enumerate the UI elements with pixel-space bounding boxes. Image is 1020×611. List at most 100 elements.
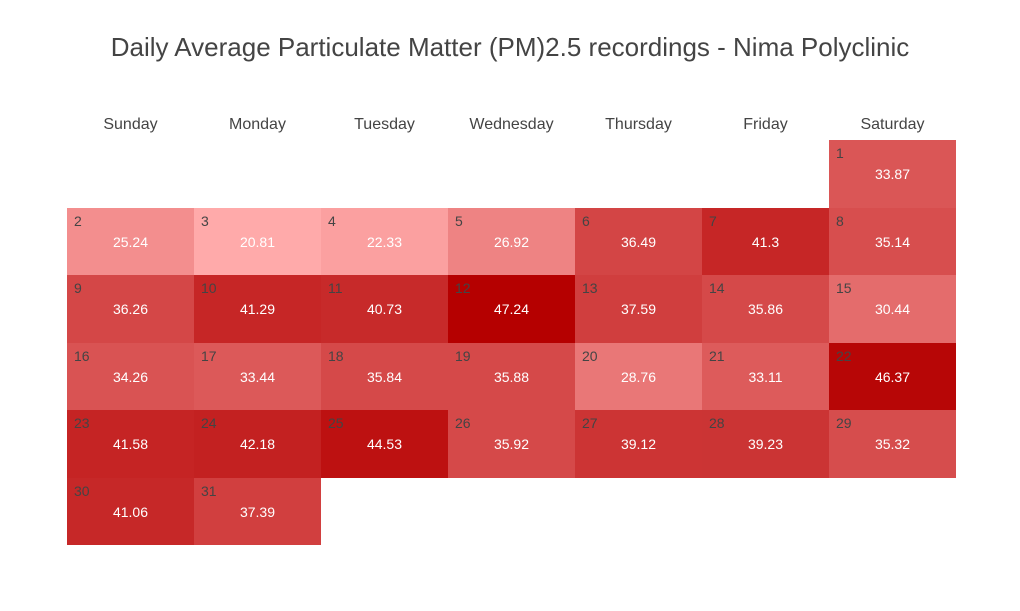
weekday-label-tuesday: Tuesday [354, 116, 415, 133]
heatmap-cell: 18 35.84 [321, 342, 448, 410]
cell-value-label: 41.29 [239, 301, 276, 317]
cell-value-label: 39.12 [620, 436, 657, 452]
heatmap-cell: 9 36.26 [67, 275, 194, 343]
chart-title: Daily Average Particulate Matter (PM)2.5… [110, 32, 910, 62]
heatmap-cell: 13 37.59 [575, 275, 702, 343]
cell-value-label: 30.44 [874, 301, 911, 317]
cell-day-number: 20 [582, 347, 598, 364]
heatmap-cell: 17 33.44 [194, 342, 321, 410]
heatmap-cell: 1 33.87 [829, 140, 956, 208]
cell-day-number: 4 [328, 212, 336, 229]
heatmap-cell: 25 44.53 [321, 410, 448, 478]
heatmap-cell: 4 22.33 [321, 207, 448, 275]
heatmap-cell: 10 41.29 [194, 275, 321, 343]
cell-day-number: 10 [201, 280, 217, 296]
heatmap-cell: 12 47.24 [448, 275, 575, 343]
cell-day-number: 7 [709, 212, 717, 229]
cell-value-label: 33.11 [748, 368, 783, 385]
cell-value-label: 47.24 [493, 301, 530, 317]
heatmap-cell: 5 26.92 [448, 207, 575, 275]
cell-value-label: 25.24 [112, 233, 149, 250]
cell-day-number: 13 [582, 280, 598, 296]
cell-value-label: 22.33 [366, 233, 403, 250]
heatmap-cell: 21 33.11 [702, 342, 829, 410]
cell-day-number: 5 [455, 212, 463, 229]
cell-day-number: 28 [709, 415, 725, 431]
cell-value-label: 46.37 [874, 368, 911, 385]
cell-day-number: 31 [201, 482, 217, 499]
cell-day-number: 25 [328, 415, 344, 431]
weekday-label-sunday: Sunday [103, 116, 158, 133]
cell-value-label: 35.86 [747, 301, 784, 317]
heatmap-cell: 6 36.49 [575, 207, 702, 275]
cell-value-label: 26.92 [493, 233, 530, 250]
heatmap-cell: 16 34.26 [67, 342, 194, 410]
cell-day-number: 11 [328, 280, 343, 296]
cell-value-label: 39.23 [747, 436, 784, 452]
cell-value-label: 40.73 [366, 301, 403, 317]
cell-day-number: 2 [74, 212, 82, 229]
cell-value-label: 41.06 [112, 503, 149, 520]
cell-day-number: 12 [455, 280, 471, 296]
cell-value-label: 33.44 [239, 368, 276, 385]
heatmap-cell: 27 39.12 [575, 410, 702, 478]
heatmap-cell: 28 39.23 [702, 410, 829, 478]
cell-value-label: 35.84 [366, 368, 403, 385]
cell-value-label: 28.76 [620, 368, 657, 385]
cell-day-number: 27 [582, 415, 598, 431]
cell-day-number: 30 [74, 482, 90, 499]
cell-day-number: 22 [836, 347, 852, 364]
heatmap-cell: 24 42.18 [194, 410, 321, 478]
heatmap-cell: 30 41.06 [67, 477, 194, 545]
cell-day-number: 3 [201, 212, 209, 229]
cell-value-label: 35.92 [493, 436, 530, 452]
heatmap-cell: 20 28.76 [575, 342, 702, 410]
heatmap-cell: 19 35.88 [448, 342, 575, 410]
cell-value-label: 41.58 [112, 436, 149, 452]
heatmap-cell: 2 25.24 [67, 207, 194, 275]
weekday-label-monday: Monday [229, 116, 286, 133]
cell-value-label: 20.81 [239, 233, 276, 250]
cell-day-number: 26 [455, 415, 471, 431]
cell-value-label: 34.26 [112, 368, 149, 385]
cell-day-number: 8 [836, 212, 844, 229]
cell-day-number: 14 [709, 280, 725, 296]
heatmap-cell: 22 46.37 [829, 342, 956, 410]
cell-value-label: 35.88 [493, 368, 530, 385]
cell-day-number: 1 [836, 145, 844, 161]
cell-day-number: 9 [74, 280, 82, 296]
heatmap-cell: 26 35.92 [448, 410, 575, 478]
cell-day-number: 29 [836, 415, 852, 431]
cell-day-number: 6 [582, 212, 590, 229]
heatmap-cell: 23 41.58 [67, 410, 194, 478]
cell-value-label: 36.26 [112, 301, 149, 317]
cell-value-label: 42.18 [239, 436, 276, 452]
cell-value-label: 37.39 [239, 503, 276, 520]
heatmap-cell: 29 35.32 [829, 410, 956, 478]
cell-day-number: 21 [709, 347, 725, 364]
cell-value-label: 36.49 [620, 233, 657, 250]
weekday-label-wednesday: Wednesday [469, 116, 554, 133]
cell-day-number: 23 [74, 415, 90, 431]
cell-value-label: 35.32 [874, 436, 911, 452]
cell-day-number: 15 [836, 280, 852, 296]
cell-day-number: 16 [74, 347, 90, 364]
cell-value-label: 35.14 [874, 233, 911, 250]
cell-day-number: 17 [201, 347, 217, 364]
heatmap-cell: 31 37.39 [194, 477, 321, 545]
cell-value-label: 44.53 [366, 436, 403, 452]
heatmap-cell: 7 41.3 [702, 207, 829, 275]
heatmap-cell: 11 40.73 [321, 275, 448, 343]
cell-day-number: 24 [201, 415, 217, 431]
heatmap-cell: 14 35.86 [702, 275, 829, 343]
cell-value-label: 37.59 [620, 301, 657, 317]
cell-value-label: 33.87 [874, 166, 911, 182]
heatmap-cell: 15 30.44 [829, 275, 956, 343]
weekday-label-thursday: Thursday [605, 116, 672, 133]
cell-value-label: 41.3 [751, 233, 780, 250]
weekday-label-saturday: Saturday [860, 116, 925, 133]
cell-day-number: 18 [328, 347, 344, 364]
heatmap-cell: 3 20.81 [194, 207, 321, 275]
heatmap-cell: 8 35.14 [829, 207, 956, 275]
cell-day-number: 19 [455, 347, 471, 364]
